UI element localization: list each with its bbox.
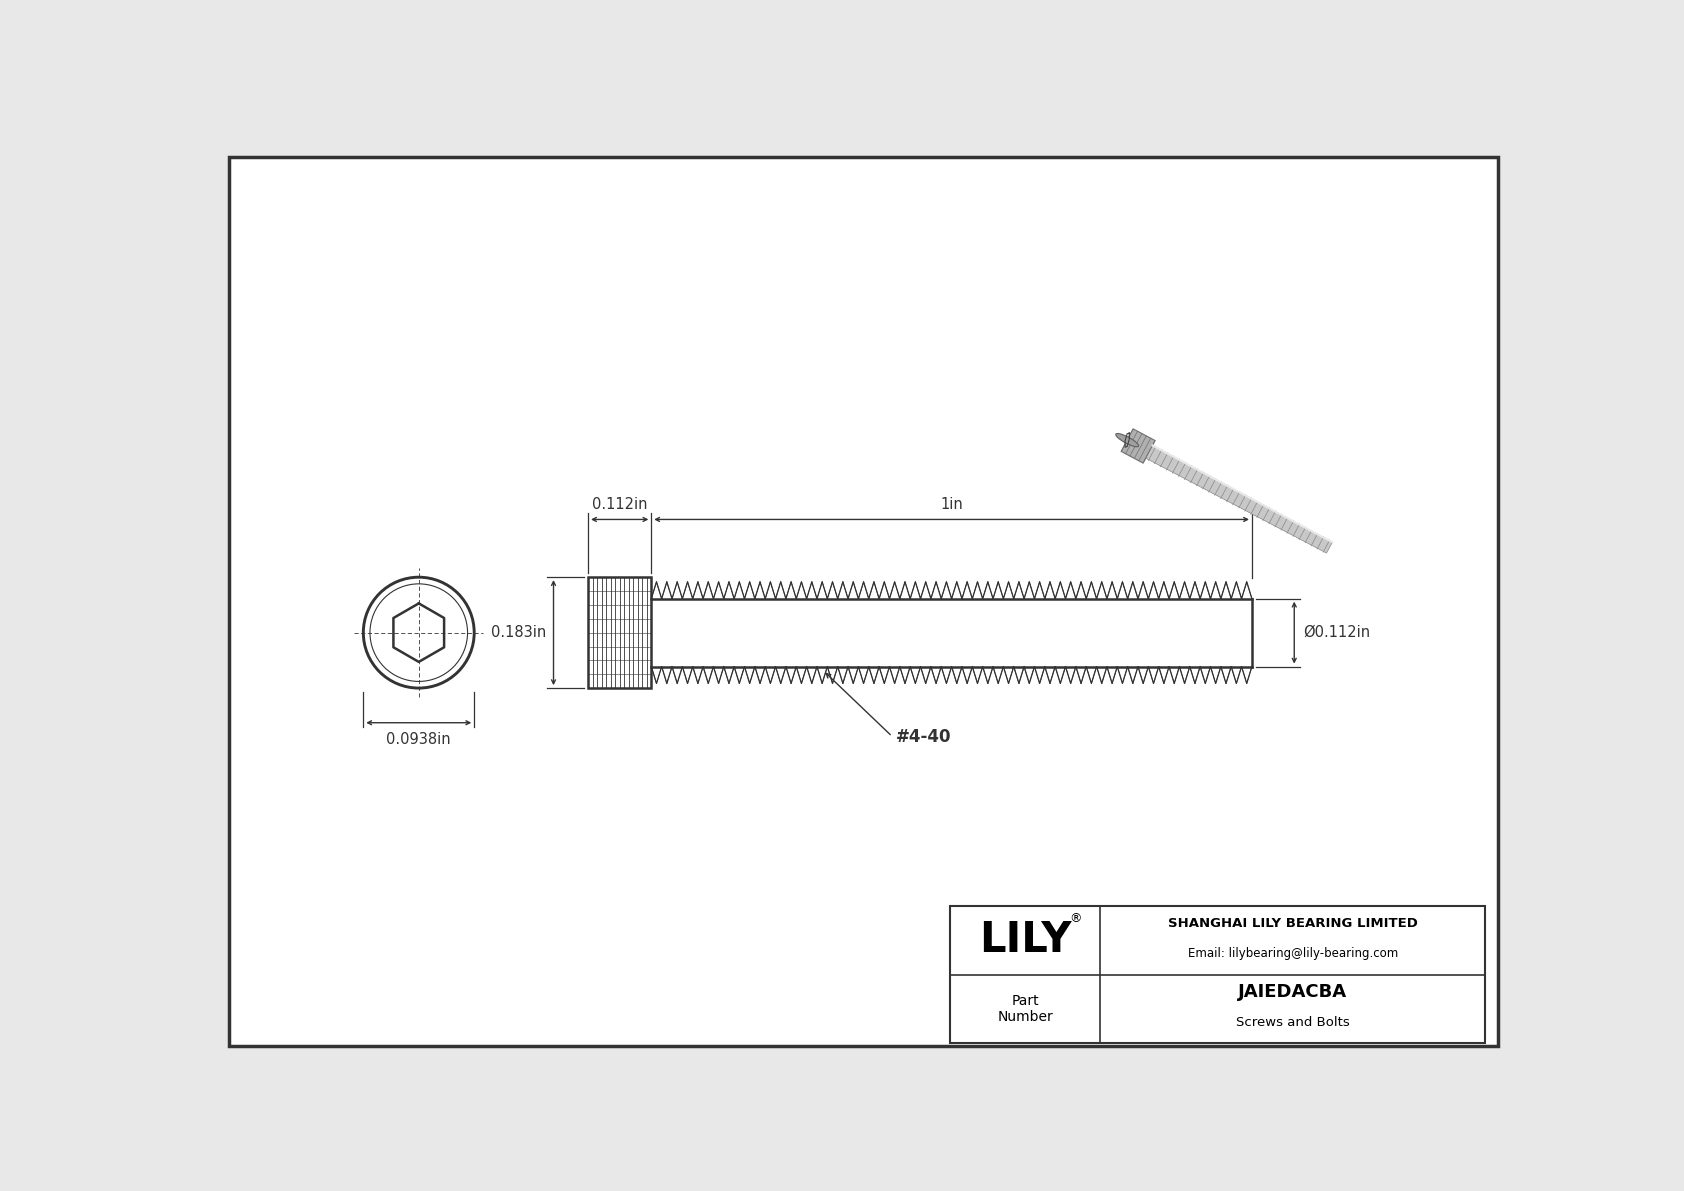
Text: Screws and Bolts: Screws and Bolts: [1236, 1016, 1349, 1029]
Text: Email: lilybearing@lily-bearing.com: Email: lilybearing@lily-bearing.com: [1187, 947, 1398, 960]
Text: ®: ®: [1069, 912, 1081, 925]
Text: Ø0.112in: Ø0.112in: [1303, 625, 1371, 640]
Bar: [950, 906, 1485, 1043]
Text: SHANGHAI LILY BEARING LIMITED: SHANGHAI LILY BEARING LIMITED: [1167, 917, 1418, 930]
Text: Part
Number: Part Number: [997, 993, 1052, 1024]
Circle shape: [364, 578, 475, 688]
Text: LILY: LILY: [978, 919, 1071, 961]
Ellipse shape: [1116, 434, 1138, 447]
Polygon shape: [1145, 445, 1332, 553]
Text: 0.112in: 0.112in: [593, 497, 647, 512]
Text: 0.183in: 0.183in: [490, 625, 546, 640]
Bar: [588, 578, 652, 688]
Text: 0.0938in: 0.0938in: [386, 732, 451, 747]
Text: #4-40: #4-40: [896, 728, 951, 746]
Text: 1in: 1in: [940, 497, 963, 512]
Polygon shape: [1122, 429, 1155, 463]
Text: JAIEDACBA: JAIEDACBA: [1238, 983, 1347, 1000]
